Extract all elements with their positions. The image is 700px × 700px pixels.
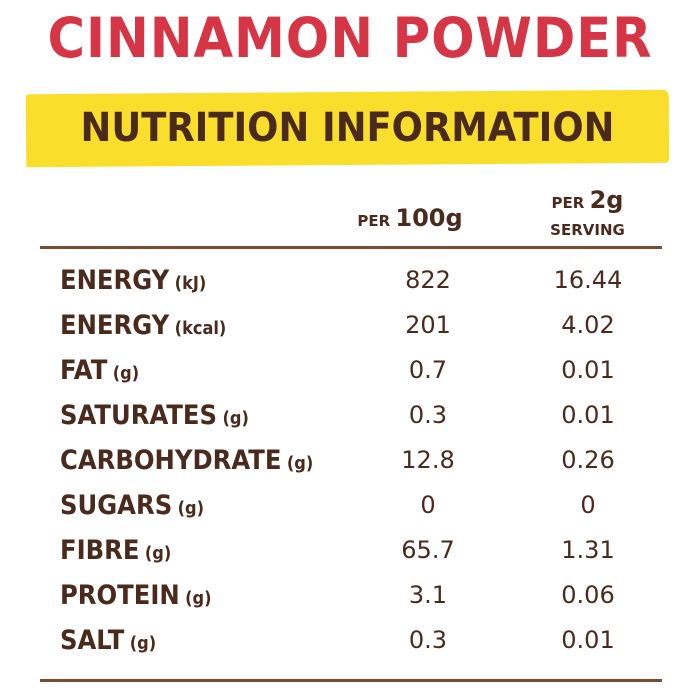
table-row: FAT (g) 0.7 0.01: [0, 348, 700, 393]
table-row: SUGARS (g) 0 0: [0, 483, 700, 528]
nutrition-heading: NUTRITION INFORMATION: [80, 105, 615, 151]
table-row: SALT (g) 0.3 0.01: [0, 618, 700, 663]
value-per-serving: 0.01: [561, 626, 615, 654]
column-header-per-serving: PER 2g SERVING: [525, 187, 650, 244]
per100-value: 100g: [395, 204, 463, 232]
nutrient-unit: (g): [177, 498, 205, 519]
nutrient-name: SATURATES: [60, 400, 218, 431]
value-per-100g: 822: [405, 266, 451, 294]
product-title: CINNAMON POWDER: [47, 6, 653, 70]
value-per-serving: 4.02: [561, 311, 615, 339]
nutrient-unit: (g): [286, 453, 314, 474]
value-per-serving: 0.01: [561, 356, 615, 384]
table-row: PROTEIN (g) 3.1 0.06: [0, 573, 700, 618]
value-per-serving: 1.31: [561, 536, 615, 564]
nutrient-unit: (kJ): [174, 273, 207, 294]
table-row: SATURATES (g) 0.3 0.01: [0, 393, 700, 438]
value-per-100g: 12.8: [401, 446, 455, 474]
value-per-serving: 16.44: [553, 266, 623, 294]
nutrient-label: PROTEIN (g): [60, 573, 212, 618]
nutrient-name: SALT: [60, 625, 125, 656]
nutrient-label: ENERGY (kJ): [60, 258, 206, 303]
nutrient-unit: (kcal): [174, 318, 227, 339]
value-per-serving: 0: [580, 491, 596, 519]
nutrient-label: FIBRE (g): [60, 528, 171, 573]
nutrient-label: SATURATES (g): [60, 393, 249, 438]
value-per-serving: 0.26: [561, 446, 615, 474]
nutrient-unit: (g): [144, 543, 172, 564]
nutrient-label: SUGARS (g): [60, 483, 204, 528]
nutrient-name: SUGARS: [60, 490, 173, 521]
value-per-serving: 0.06: [561, 581, 615, 609]
nutrient-name: CARBOHYDRATE: [60, 445, 282, 476]
nutrient-label: FAT (g): [60, 348, 139, 393]
per2-suffix: SERVING: [550, 221, 625, 239]
value-per-100g: 0.7: [408, 356, 448, 384]
table-row: ENERGY (kcal) 201 4.02: [0, 303, 700, 348]
table-top-divider: [40, 246, 662, 249]
table-row: CARBOHYDRATE (g) 12.8 0.26: [0, 438, 700, 483]
value-per-100g: 201: [405, 311, 451, 339]
nutrient-name: ENERGY: [60, 265, 170, 296]
per2-value: 2g: [589, 186, 624, 214]
value-per-100g: 0.3: [408, 626, 448, 654]
value-per-100g: 65.7: [401, 536, 455, 564]
nutrient-name: FIBRE: [60, 535, 140, 566]
per2-prefix: PER: [551, 194, 585, 212]
table-row: FIBRE (g) 65.7 1.31: [0, 528, 700, 573]
nutrient-name: PROTEIN: [60, 580, 180, 611]
nutrient-unit: (g): [185, 588, 212, 609]
column-header-per-100g: PER 100g: [345, 204, 475, 232]
per100-prefix: PER: [357, 212, 391, 230]
nutrient-label: ENERGY (kcal): [60, 303, 226, 348]
table-row: ENERGY (kJ) 822 16.44: [0, 258, 700, 303]
nutrient-unit: (g): [129, 633, 157, 654]
value-per-serving: 0.01: [561, 401, 615, 429]
value-per-100g: 0: [420, 491, 436, 519]
nutrient-unit: (g): [112, 363, 140, 384]
nutrient-label: CARBOHYDRATE (g): [60, 438, 313, 483]
table-bottom-divider: [40, 679, 662, 682]
nutrient-label: SALT (g): [60, 618, 156, 663]
nutrient-unit: (g): [222, 408, 249, 429]
nutrient-name: ENERGY: [60, 310, 170, 341]
nutrient-name: FAT: [60, 355, 108, 386]
value-per-100g: 0.3: [408, 401, 448, 429]
value-per-100g: 3.1: [408, 581, 448, 609]
